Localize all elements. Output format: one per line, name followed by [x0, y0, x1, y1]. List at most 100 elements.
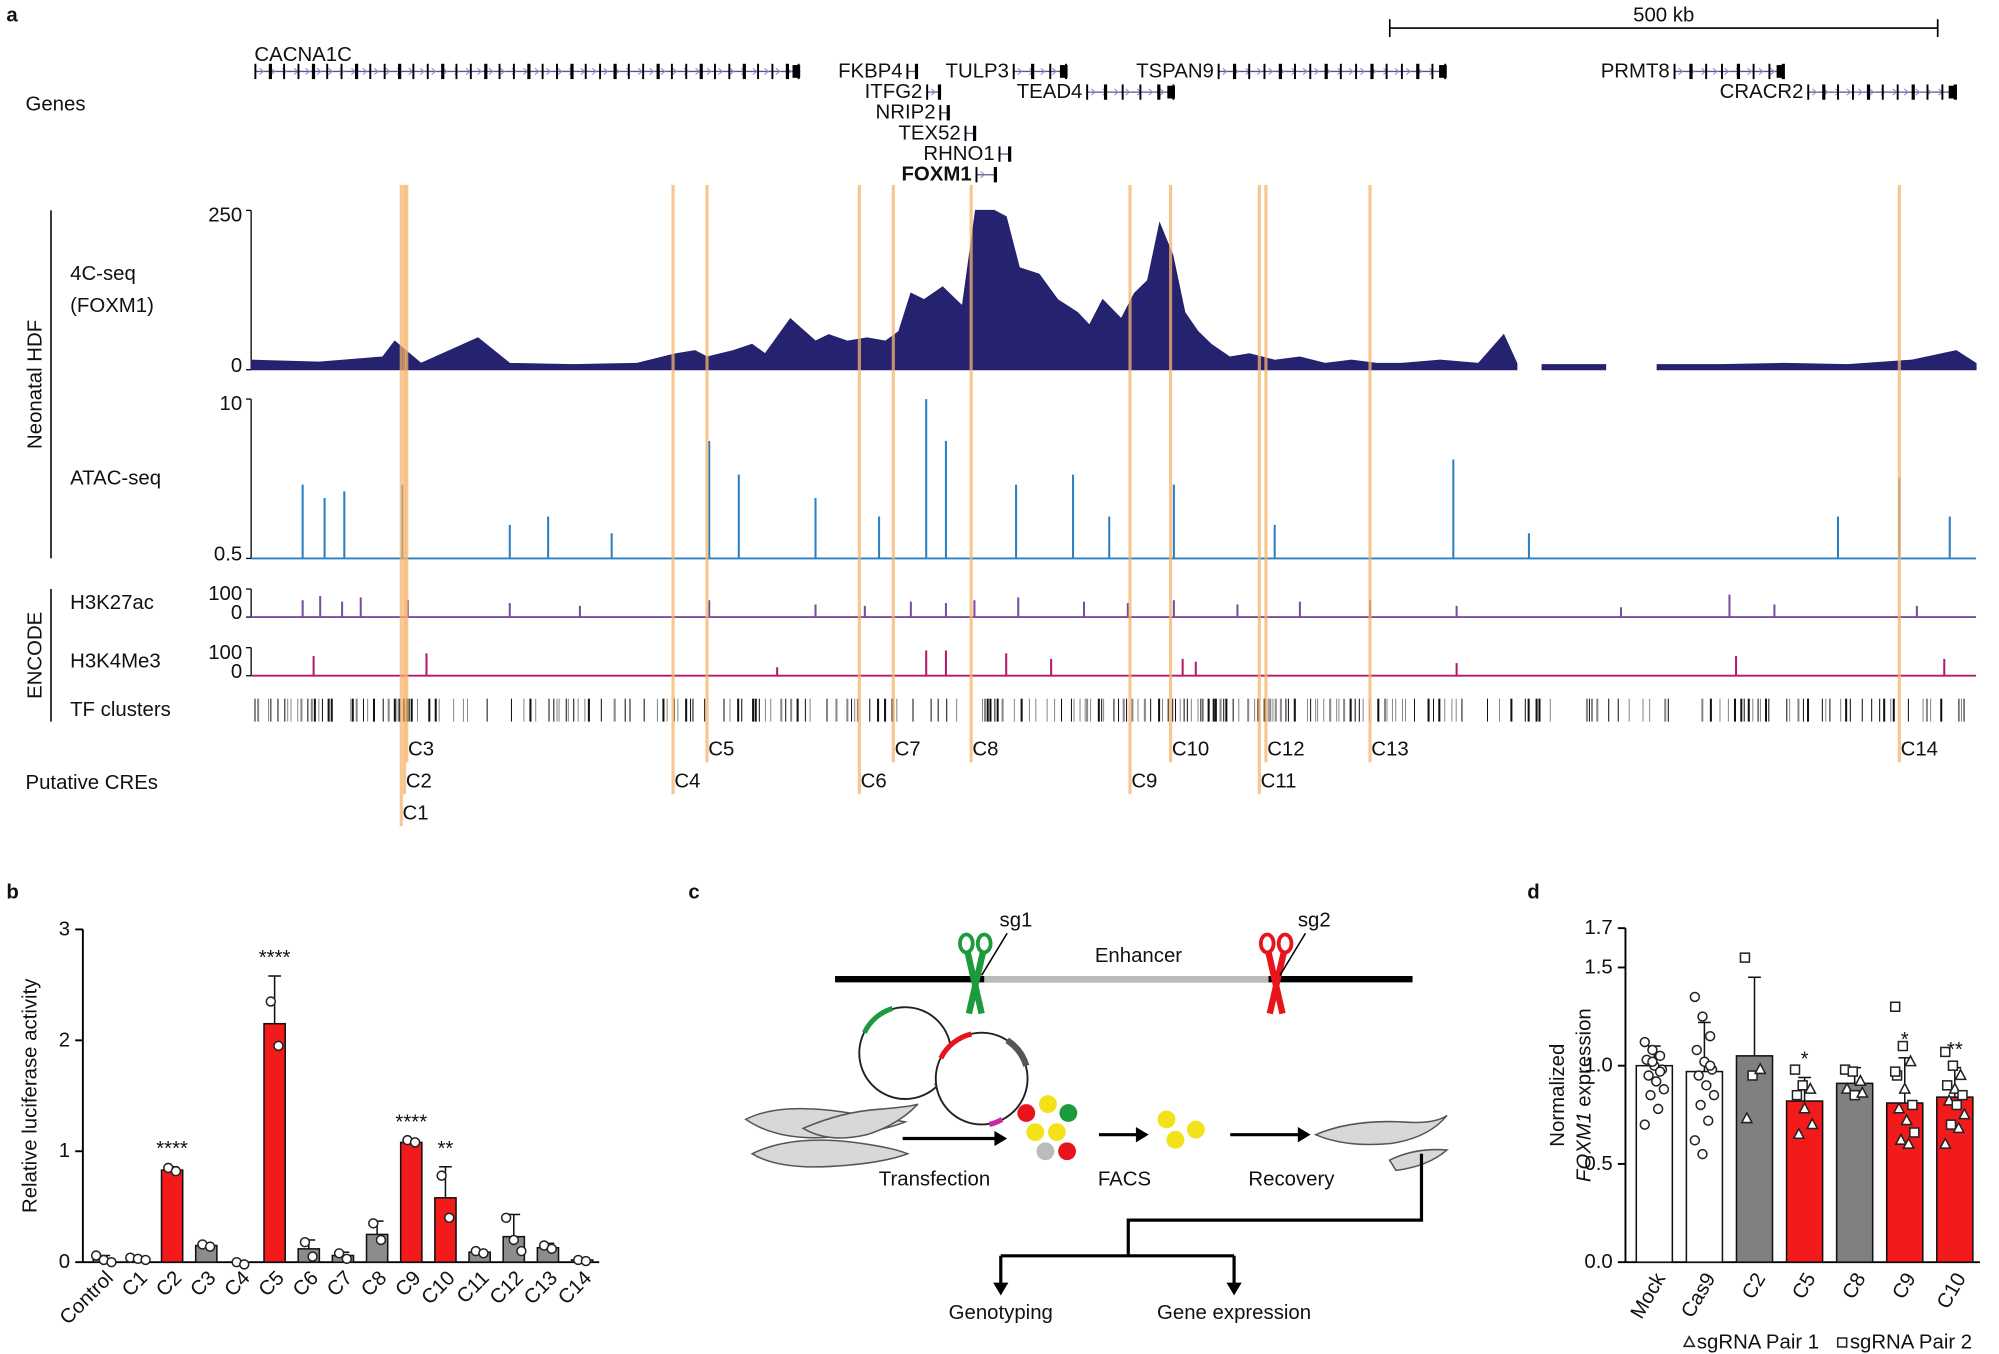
x-tick-label: C9	[1889, 1269, 1921, 1303]
gene-strand-arrow	[930, 88, 936, 96]
gene-exon	[1926, 84, 1929, 100]
gene-strand-arrow	[1090, 88, 1096, 96]
gene-strand-arrow	[316, 67, 322, 76]
track-label: (FOXM1)	[70, 295, 154, 317]
data-point	[1652, 1103, 1664, 1115]
step-label: Transfection	[879, 1168, 990, 1190]
data-point	[1900, 1113, 1914, 1126]
gene-strand-arrow	[1770, 67, 1776, 76]
gene-label: RHNO1	[923, 143, 994, 165]
bar	[399, 1141, 423, 1263]
gene-exon	[283, 63, 286, 80]
data-point	[1898, 1081, 1912, 1094]
gene-strand-arrow	[764, 67, 770, 76]
gene-exon	[1139, 84, 1142, 100]
data-point	[140, 1254, 151, 1266]
significance-label: **	[438, 1138, 454, 1160]
gene-strand-arrow	[1148, 88, 1154, 96]
x-tick-label: C3	[186, 1267, 220, 1301]
data-point	[1639, 1036, 1650, 1048]
output-label: Gene expression	[1157, 1302, 1311, 1324]
pointer	[1279, 932, 1307, 976]
data-point	[1691, 1044, 1702, 1056]
gene-exon	[527, 63, 531, 80]
panel-label: c	[688, 881, 699, 903]
step-label: Recovery	[1248, 1168, 1335, 1190]
gene-exon	[1881, 84, 1884, 100]
significance-label: **	[1947, 1039, 1963, 1061]
gene-strand-arrow	[1360, 67, 1366, 76]
x-tick-label: Control	[56, 1267, 118, 1329]
data-point	[170, 1165, 182, 1177]
gene-exon	[1049, 63, 1052, 80]
panel-label: b	[6, 881, 18, 903]
cre-label: C5	[708, 739, 734, 761]
x-tick-label: C10	[418, 1267, 460, 1309]
y-tick-label: 1.5	[1584, 956, 1612, 978]
gene-strand-arrow	[1857, 88, 1863, 96]
x-tick-label: Cas9	[1677, 1269, 1720, 1321]
data-point	[1894, 1132, 1908, 1145]
gene-strand-arrow	[706, 67, 712, 76]
gene-label: TEX52	[898, 122, 960, 144]
gene-label: TEAD4	[1017, 81, 1083, 103]
data-point	[333, 1248, 345, 1259]
gene-strand-arrow	[637, 67, 643, 76]
signal-area	[250, 209, 1977, 371]
cell	[1313, 1114, 1448, 1146]
data-point	[341, 1253, 352, 1265]
gene-exon	[1012, 63, 1015, 80]
data-point	[1647, 1044, 1658, 1056]
gene-strand-arrow	[729, 67, 735, 76]
gene-exon	[1167, 85, 1175, 99]
gene-strand-arrow	[591, 67, 597, 76]
gene-exon	[1355, 63, 1358, 80]
gene-strand-arrow	[373, 67, 379, 76]
gene-exon	[1157, 84, 1161, 100]
data-point	[1697, 1148, 1708, 1160]
panel-label: d	[1527, 881, 1539, 903]
gene-exon	[1400, 63, 1403, 80]
gene-exon	[1385, 63, 1388, 80]
gene-strand-arrow	[1915, 88, 1921, 96]
data-point	[368, 1218, 379, 1229]
x-tick-label: C10	[1933, 1269, 1971, 1312]
gene-exon	[1721, 63, 1723, 80]
gene-strand-arrow	[1040, 67, 1046, 76]
gene-strand-arrow	[695, 67, 701, 76]
data-point	[1798, 1101, 1811, 1114]
cell	[1388, 1148, 1449, 1172]
data-point	[1945, 1119, 1957, 1130]
gene-exon	[498, 63, 501, 80]
scissors-loop	[975, 932, 993, 955]
bar	[1685, 1070, 1724, 1263]
track-label: H3K27ac	[70, 592, 154, 614]
data-point	[1701, 1080, 1712, 1091]
gene-exon	[757, 63, 760, 80]
gene-exon	[998, 146, 1001, 162]
gene-exon	[1851, 84, 1854, 100]
gene-strand-arrow	[775, 67, 781, 76]
scissors-blade	[1265, 951, 1287, 1015]
plasmid-insert	[938, 1031, 973, 1060]
gene-exon	[326, 63, 329, 80]
track-label: TF clusters	[70, 699, 171, 721]
x-tick-label: C8	[357, 1267, 391, 1301]
gene-exon	[1431, 63, 1434, 80]
cell-dot	[1157, 1110, 1176, 1129]
scissors-red	[1258, 932, 1294, 1015]
gene-exon	[383, 63, 386, 80]
gene-strand-arrow	[477, 67, 483, 76]
data-point	[500, 1212, 512, 1224]
gene-strand-arrow	[1125, 88, 1131, 96]
data-point	[204, 1241, 216, 1252]
gene-exon	[1324, 63, 1328, 80]
data-point	[1941, 1080, 1953, 1091]
gene-strand-arrow	[1406, 67, 1412, 76]
gene-strand-arrow	[557, 67, 563, 76]
cre-label: C3	[408, 739, 434, 761]
gene-exon	[1278, 63, 1282, 80]
cre-label: C1	[403, 802, 429, 824]
gene-exon	[297, 63, 300, 80]
